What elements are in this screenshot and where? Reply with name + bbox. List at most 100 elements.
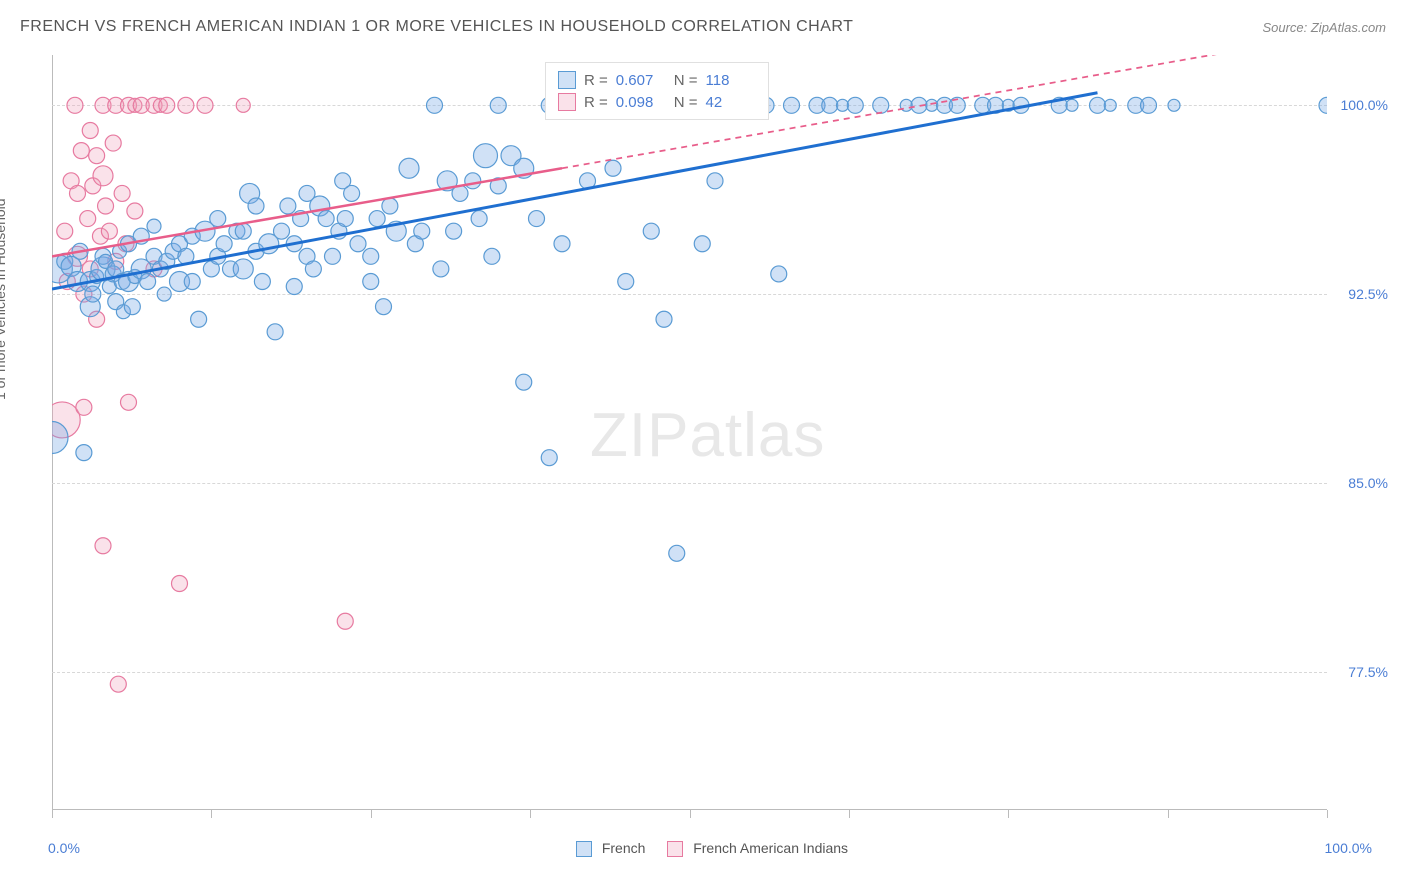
x-tick [1168, 810, 1169, 818]
series-legend: French French American Indians [0, 840, 1406, 857]
data-point [618, 274, 634, 290]
x-axis-max: 100.0% [1325, 840, 1372, 856]
data-point [1090, 97, 1106, 113]
data-point [172, 576, 188, 592]
data-point [93, 166, 113, 186]
n-label: N = [674, 94, 698, 111]
data-point [235, 223, 251, 239]
data-point [382, 198, 398, 214]
data-point [771, 266, 787, 282]
data-point [159, 97, 175, 113]
data-point [98, 198, 114, 214]
y-tick-label: 92.5% [1348, 286, 1388, 302]
data-point [248, 198, 264, 214]
data-point [73, 143, 89, 159]
data-point [490, 97, 506, 113]
x-axis-min: 0.0% [48, 840, 80, 856]
data-point [67, 97, 83, 113]
data-point [847, 97, 863, 113]
data-point [350, 236, 366, 252]
data-point [85, 286, 101, 302]
correlation-legend: R = 0.607 N = 118 R = 0.098 N = 42 [545, 62, 769, 120]
data-point [101, 223, 117, 239]
x-tick [211, 810, 212, 818]
data-point [280, 198, 296, 214]
data-point [76, 399, 92, 415]
data-point [305, 261, 321, 277]
y-tick-label: 85.0% [1348, 475, 1388, 491]
data-point [605, 160, 621, 176]
data-point [873, 97, 889, 113]
y-tick-label: 77.5% [1348, 664, 1388, 680]
data-point [95, 538, 111, 554]
data-point [694, 236, 710, 252]
x-tick [52, 810, 53, 818]
data-point [184, 274, 200, 290]
data-point [337, 211, 353, 227]
swatch-blue-bottom [576, 841, 592, 857]
data-point [363, 274, 379, 290]
data-point [121, 394, 137, 410]
data-point [114, 185, 130, 201]
trend-line [52, 93, 1098, 289]
data-point [140, 274, 156, 290]
data-point [474, 144, 498, 168]
data-point [216, 236, 232, 252]
data-point [363, 248, 379, 264]
data-point [80, 211, 96, 227]
data-point [82, 123, 98, 139]
n-value-pink: 42 [706, 94, 756, 111]
legend-row-blue: R = 0.607 N = 118 [558, 69, 756, 91]
scatter-svg [52, 55, 1327, 810]
data-point [127, 203, 143, 219]
chart-title: FRENCH VS FRENCH AMERICAN INDIAN 1 OR MO… [20, 18, 853, 36]
data-point [110, 676, 126, 692]
data-point [337, 613, 353, 629]
data-point [399, 158, 419, 178]
data-point [254, 274, 270, 290]
data-point [1066, 99, 1078, 111]
data-point [1319, 97, 1327, 113]
data-point [541, 450, 557, 466]
swatch-pink [558, 93, 576, 111]
data-point [76, 445, 92, 461]
data-point [414, 223, 430, 239]
data-point [529, 211, 545, 227]
data-point [471, 211, 487, 227]
data-point [643, 223, 659, 239]
r-value-pink: 0.098 [616, 94, 666, 111]
x-tick [530, 810, 531, 818]
r-label: R = [584, 72, 608, 89]
data-point [1141, 97, 1157, 113]
x-tick [1008, 810, 1009, 818]
data-point [516, 374, 532, 390]
data-point [105, 135, 121, 151]
data-point [433, 261, 449, 277]
y-tick-label: 100.0% [1341, 97, 1388, 113]
swatch-blue [558, 71, 576, 89]
data-point [233, 259, 253, 279]
source-attribution: Source: ZipAtlas.com [1262, 20, 1386, 35]
x-tick [371, 810, 372, 818]
x-tick [1327, 810, 1328, 818]
data-point [484, 248, 500, 264]
data-point [446, 223, 462, 239]
data-point [376, 299, 392, 315]
data-point [325, 248, 341, 264]
data-point [267, 324, 283, 340]
data-point [236, 98, 250, 112]
data-point [465, 173, 481, 189]
n-label: N = [674, 72, 698, 89]
legend-label-french-ai: French American Indians [693, 840, 848, 856]
data-point [157, 287, 171, 301]
n-value-blue: 118 [706, 72, 756, 89]
data-point [1104, 99, 1116, 111]
data-point [70, 185, 86, 201]
data-point [344, 185, 360, 201]
data-point [784, 97, 800, 113]
data-point [427, 97, 443, 113]
data-point [147, 219, 161, 233]
data-point [178, 97, 194, 113]
legend-label-french: French [602, 840, 646, 856]
data-point [554, 236, 570, 252]
